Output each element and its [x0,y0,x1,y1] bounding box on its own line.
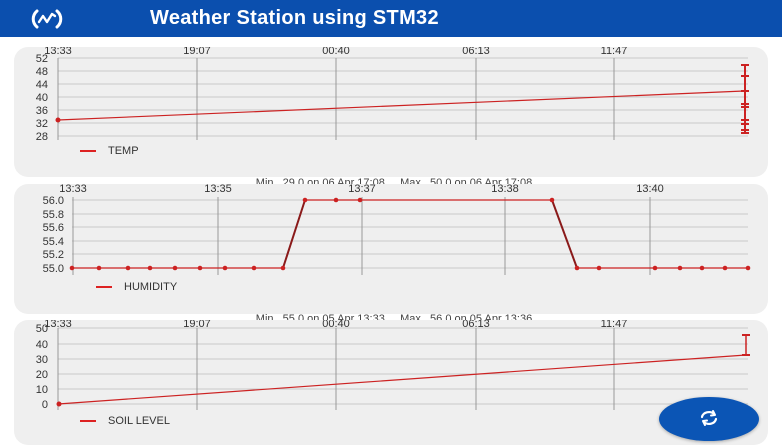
soil-x-axis-labels: 13:33 19:07 00:40 06:13 11:47 [44,320,627,330]
temp-x-axis-labels: 13:33 19:07 00:40 06:13 11:47 [44,47,627,57]
svg-text:19:07: 19:07 [183,320,211,330]
soil-series-line [56,334,750,407]
svg-text:13:37: 13:37 [348,184,376,195]
soil-y-axis-labels: 50 40 30 20 10 0 [36,323,48,411]
svg-text:00:40: 00:40 [322,320,350,330]
humidity-y-axis-labels: 56.0 55.8 55.6 55.4 55.2 55.0 [43,195,64,275]
legend-line-icon [80,420,96,422]
svg-text:13:38: 13:38 [491,184,519,195]
soil-vertical-gridlines [57,328,615,410]
svg-text:55.0: 55.0 [43,263,64,275]
humidity-x-axis-labels: 13:33 13:35 13:37 13:38 13:40 [59,184,664,195]
legend-line-icon [80,150,96,152]
app-header: Weather Station using STM32 [0,0,782,37]
svg-text:48: 48 [36,66,48,78]
svg-text:50: 50 [36,323,48,335]
soil-level-legend[interactable]: SOIL LEVEL [80,415,170,427]
svg-text:36: 36 [36,105,48,117]
soil-level-chart[interactable]: 13:33 19:07 00:40 06:13 11:47 50 40 30 2… [14,320,768,445]
svg-text:13:35: 13:35 [204,184,232,195]
svg-text:40: 40 [36,92,48,104]
svg-text:06:13: 06:13 [462,320,490,330]
temp-series-line [55,64,749,134]
soil-horizontal-gridlines [58,327,748,405]
temp-min-max: Min 29.0 on 06 Apr 17:08 Max 50.0 on 06 … [255,177,533,189]
legend-line-icon [96,286,112,288]
svg-text:56.0: 56.0 [43,195,64,207]
svg-text:28: 28 [36,131,48,143]
svg-text:19:07: 19:07 [183,47,211,57]
refresh-icon [700,410,718,426]
legend-label: SOIL LEVEL [108,415,170,427]
temp-chart[interactable]: 13:33 19:07 00:40 06:13 11:47 52 48 44 4… [14,47,768,177]
svg-text:13:40: 13:40 [636,184,664,195]
svg-text:32: 32 [36,118,48,130]
humidity-min-max: Min 55.0 on 05 Apr 13:33 Max 56.0 on 05 … [255,313,533,325]
svg-text:44: 44 [36,79,48,91]
svg-text:06:13: 06:13 [462,47,490,57]
svg-text:55.2: 55.2 [43,249,64,261]
svg-text:20: 20 [36,369,48,381]
svg-text:13:33: 13:33 [59,184,87,195]
svg-text:13:33: 13:33 [44,47,72,57]
svg-text:11:47: 11:47 [601,47,628,57]
temp-chart-card: 13:33 19:07 00:40 06:13 11:47 52 48 44 4… [14,47,768,222]
svg-text:10: 10 [36,384,48,396]
humidity-legend[interactable]: HUMIDITY [96,281,177,293]
humidity-series-line [69,197,751,271]
legend-label: HUMIDITY [124,281,178,293]
svg-text:55.8: 55.8 [43,209,64,221]
svg-text:11:47: 11:47 [601,320,628,330]
svg-text:55.4: 55.4 [43,236,64,248]
svg-text:55.6: 55.6 [43,222,64,234]
refresh-button[interactable] [659,397,759,441]
legend-label: TEMP [108,145,139,157]
temp-vertical-gridlines [57,58,615,140]
svg-text:40: 40 [36,339,48,351]
humidity-vertical-gridlines [72,197,651,275]
svg-text:00:40: 00:40 [322,47,350,57]
temp-legend[interactable]: TEMP [80,145,139,157]
humidity-horizontal-gridlines [72,199,748,269]
temp-horizontal-gridlines [58,57,748,137]
humidity-chart[interactable]: 13:33 13:35 13:37 13:38 13:40 56.0 55.8 … [14,184,768,314]
svg-text:0: 0 [42,399,48,411]
page-title: Weather Station using STM32 [150,7,439,29]
soil-level-chart-card: 13:33 19:07 00:40 06:13 11:47 50 40 30 2… [14,320,768,445]
svg-text:52: 52 [36,53,48,65]
weather-station-logo-icon [31,9,63,29]
humidity-chart-card: 13:33 13:35 13:37 13:38 13:40 56.0 55.8 … [14,184,768,358]
svg-text:13:33: 13:33 [44,320,72,330]
temp-y-axis-labels: 52 48 44 40 36 32 28 [36,53,48,143]
svg-text:30: 30 [36,354,48,366]
